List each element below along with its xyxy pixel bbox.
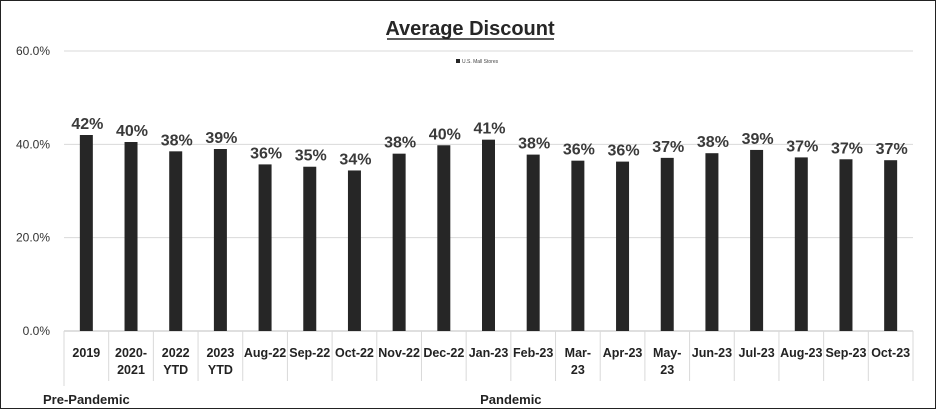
- bar: [660, 157, 674, 331]
- data-label: 40%: [116, 123, 148, 140]
- data-label: 40%: [429, 126, 461, 143]
- data-label: 41%: [473, 121, 505, 138]
- data-label: 38%: [518, 136, 550, 153]
- y-tick-label: 0.0%: [23, 324, 51, 338]
- data-label: 36%: [250, 145, 282, 162]
- legend: U.S. Mall Stores: [456, 59, 499, 65]
- bar: [705, 153, 719, 331]
- group-label: Pre-Pandemic: [43, 392, 130, 407]
- x-axis-ticks: 2019 2020-2021 2022 YTD 2023 YTD Aug-22 Sep-22 O…: [63, 331, 914, 386]
- x-tick-label: Sep-22: [289, 346, 330, 360]
- data-label: 38%: [384, 135, 416, 152]
- data-label: 35%: [295, 148, 327, 165]
- bar: [616, 161, 630, 331]
- x-tick-label: 2020-2021: [115, 346, 147, 377]
- x-tick-label: Jan-23: [469, 346, 509, 360]
- data-label: 38%: [697, 134, 729, 151]
- bar: [347, 170, 361, 331]
- x-tick-label: Dec-22: [423, 346, 464, 360]
- x-tick-label: Oct-23: [871, 346, 910, 360]
- bar: [169, 151, 183, 331]
- data-label: 37%: [786, 138, 818, 155]
- data-label: 37%: [652, 139, 684, 156]
- y-tick-label: 20.0%: [16, 231, 50, 245]
- bar: [839, 159, 853, 331]
- x-tick-label: Oct-22: [335, 346, 374, 360]
- bar: [303, 166, 317, 331]
- x-tick-label: Apr-23: [603, 346, 643, 360]
- bar: [258, 164, 272, 331]
- data-label: 38%: [161, 132, 193, 149]
- category-groups: Pre-Pandemic Pandemic: [43, 392, 542, 407]
- bars: [79, 135, 898, 331]
- bar: [884, 160, 898, 331]
- bar: [526, 154, 540, 331]
- x-tick-label: 2023 YTD: [206, 346, 234, 377]
- data-label: 34%: [339, 151, 371, 168]
- data-label: 37%: [831, 140, 863, 157]
- bar: [750, 149, 764, 331]
- bar: [482, 139, 495, 331]
- x-tick-label: Jun-23: [692, 346, 732, 360]
- x-tick-label: 2019: [72, 346, 100, 360]
- data-label: 36%: [563, 142, 595, 159]
- x-tick-label: Nov-22: [378, 346, 420, 360]
- x-tick-label: Feb-23: [513, 346, 553, 360]
- x-tick-label: Mar-23: [565, 346, 591, 377]
- bar: [124, 142, 138, 331]
- bar: [213, 149, 227, 331]
- x-tick-label: Aug-23: [780, 346, 822, 360]
- x-tick-label: 2022 YTD: [162, 346, 190, 377]
- data-label: 42%: [71, 116, 103, 133]
- data-label: 36%: [608, 143, 640, 160]
- bar: [79, 135, 93, 331]
- y-axis-ticks: 0.0% 20.0% 40.0% 60.0%: [16, 44, 50, 338]
- group-label: Pandemic: [480, 392, 541, 407]
- data-labels: 42% 40% 38% 39% 36% 35% 34% 38% 40% 41% 38% 36% 36% 3…: [71, 116, 907, 168]
- bar: [794, 157, 808, 331]
- data-label: 39%: [742, 131, 774, 148]
- bar: [571, 160, 585, 331]
- x-tick-label: Aug-22: [244, 346, 286, 360]
- data-label: 39%: [205, 130, 237, 147]
- data-label: 37%: [876, 141, 908, 158]
- legend-swatch: [456, 59, 460, 63]
- bar: [437, 145, 451, 331]
- x-tick-label: May-23: [653, 346, 681, 377]
- x-tick-label: Sep-23: [825, 346, 866, 360]
- chart-title: Average Discount: [385, 18, 555, 40]
- y-tick-label: 60.0%: [16, 44, 50, 58]
- legend-label: U.S. Mall Stores: [462, 59, 499, 65]
- bar: [392, 153, 406, 331]
- y-tick-label: 40.0%: [16, 137, 50, 151]
- x-tick-label: Jul-23: [739, 346, 775, 360]
